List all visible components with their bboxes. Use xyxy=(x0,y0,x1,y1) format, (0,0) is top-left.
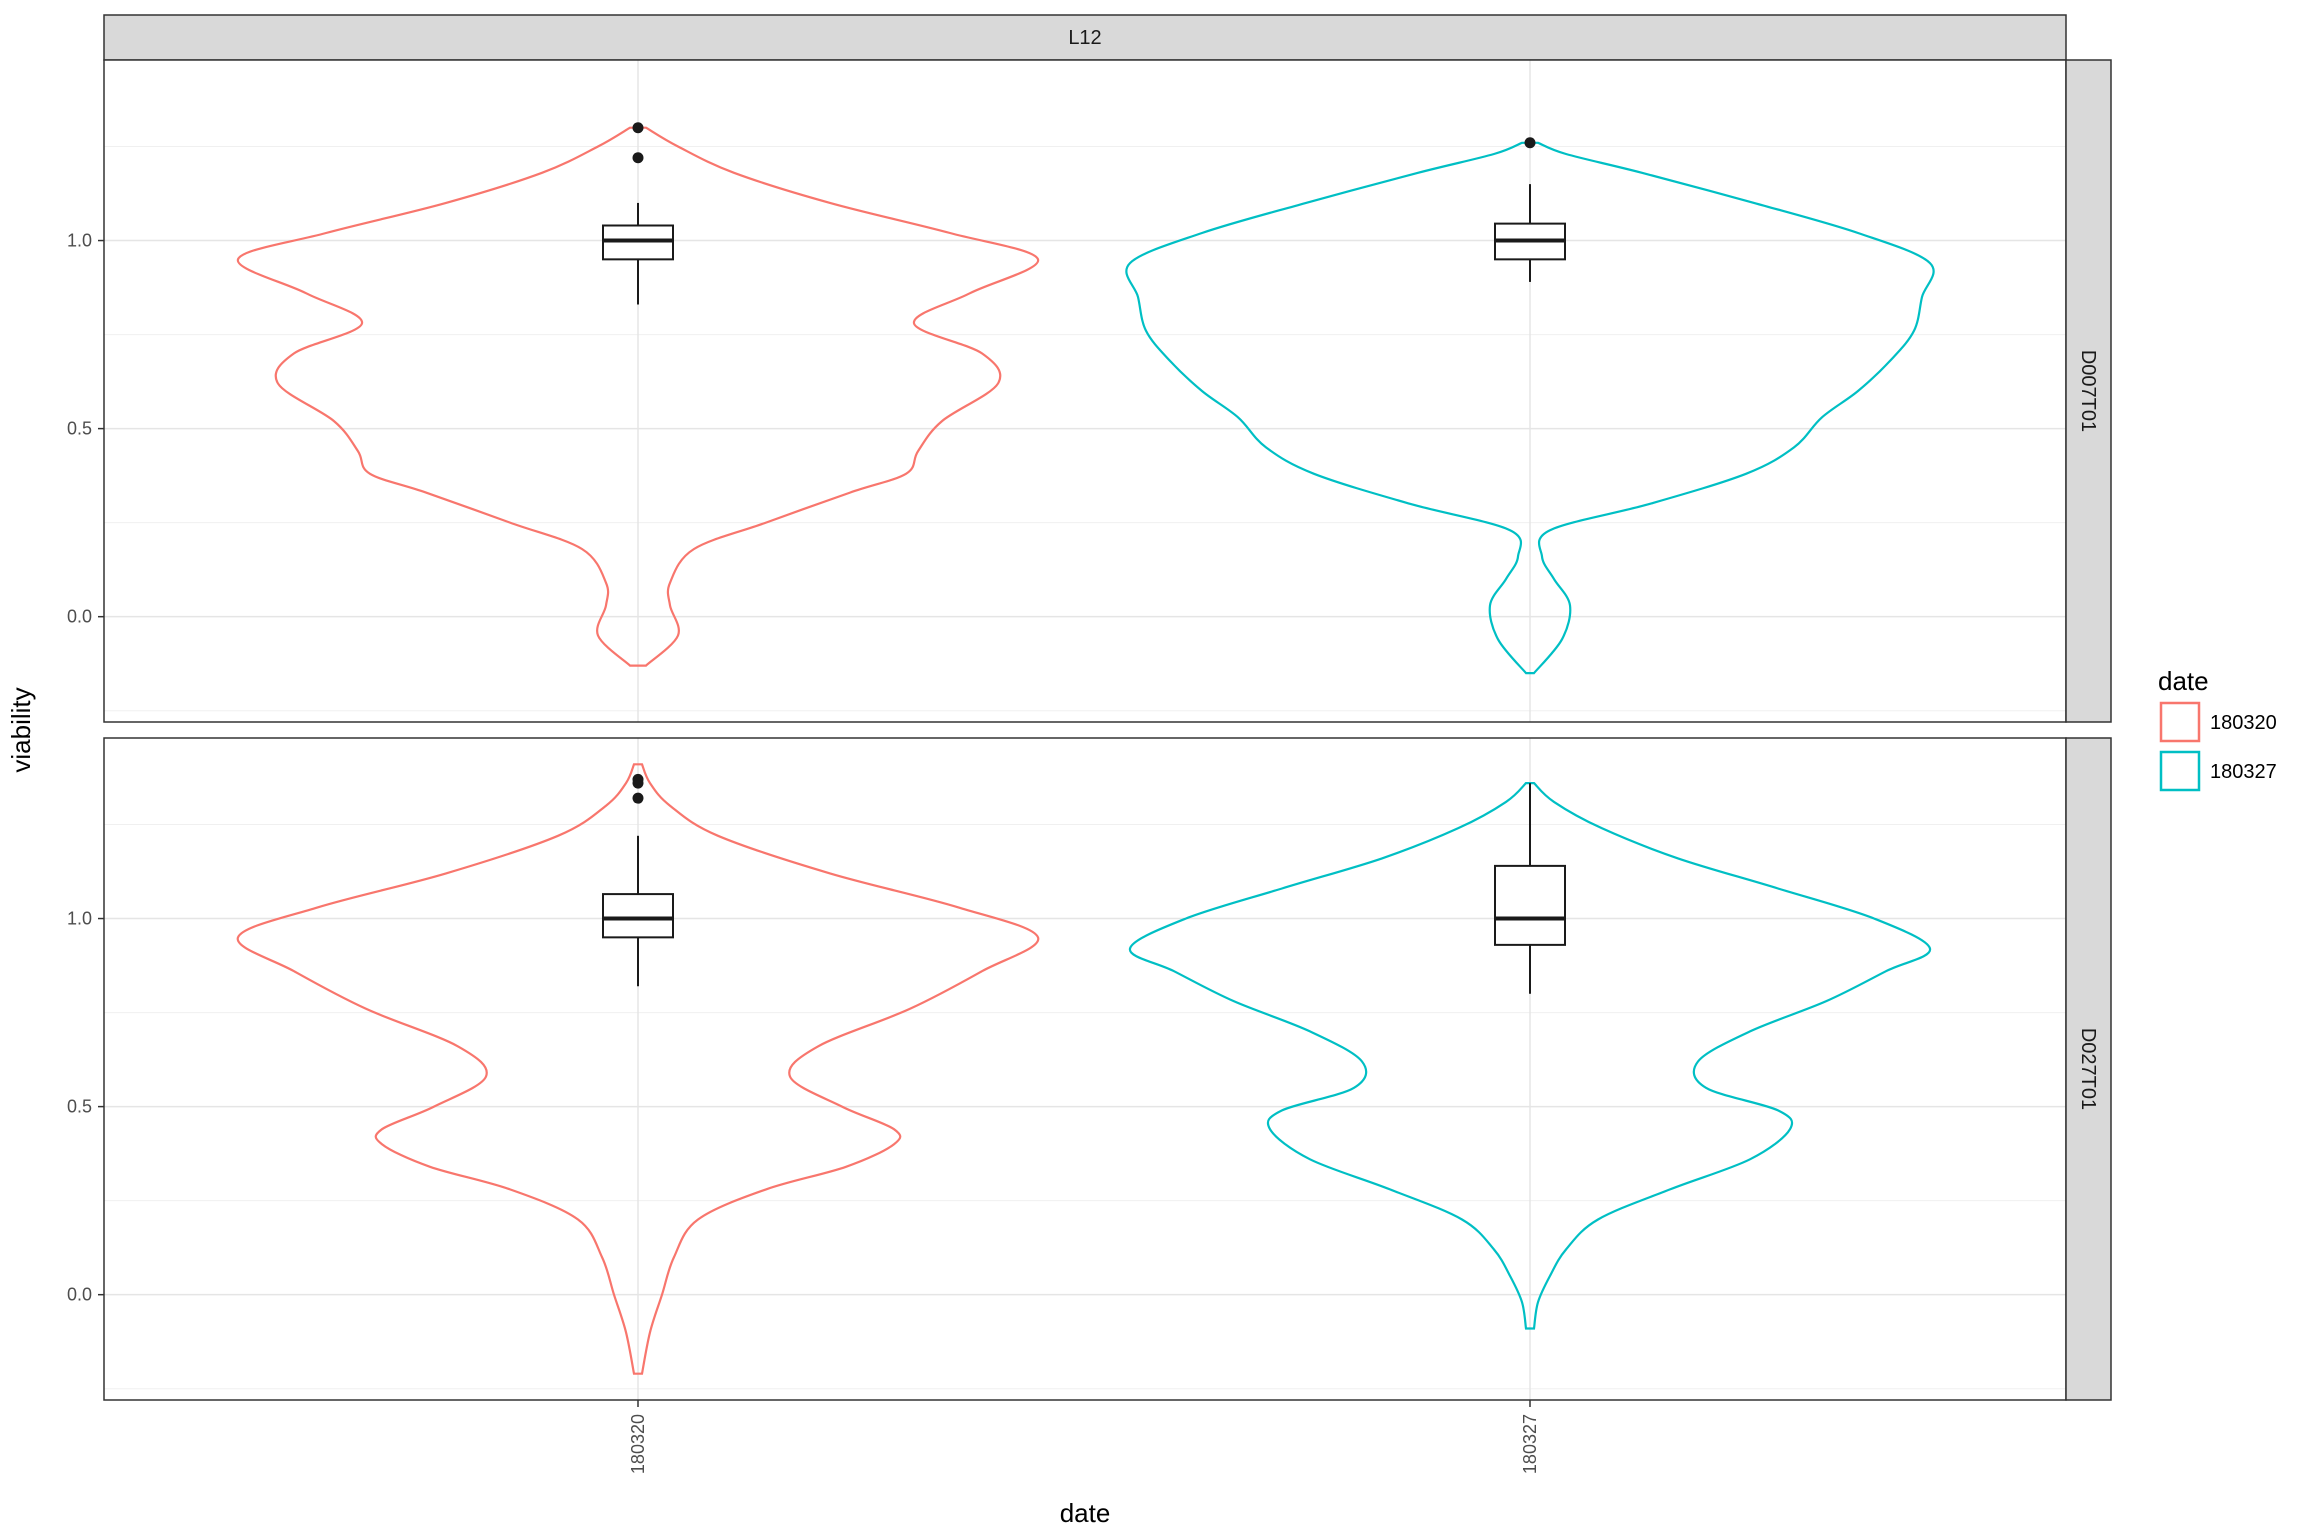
boxplot-box-180320 xyxy=(603,894,673,937)
x-tick-label: 180320 xyxy=(628,1414,648,1474)
panel-top: 0.0 0.5 1.0 xyxy=(67,60,2066,722)
panel-background xyxy=(104,738,2066,1400)
outlier-point-180327 xyxy=(1525,137,1536,148)
legend-key-180327 xyxy=(2161,752,2199,790)
boxplot-box-180327 xyxy=(1495,866,1565,945)
y-tick-label: 1.0 xyxy=(67,231,92,251)
facet-column-label: L12 xyxy=(1068,27,1101,49)
legend-title: date xyxy=(2158,666,2209,696)
y-tick-label: 0.5 xyxy=(67,419,92,439)
legend-label-180320: 180320 xyxy=(2210,712,2277,734)
y-tick-label: 1.0 xyxy=(67,909,92,929)
outlier-point-180320 xyxy=(633,793,644,804)
facet-row-label-bottom: D027T01 xyxy=(2077,1028,2099,1110)
y-tick-label: 0.5 xyxy=(67,1097,92,1117)
panel-background xyxy=(104,60,2066,722)
panel-bottom: 0.0 0.5 1.0 xyxy=(67,738,2066,1400)
y-axis-title: viability xyxy=(6,687,36,772)
outlier-point-180320 xyxy=(633,152,644,163)
outlier-point-180320 xyxy=(633,122,644,133)
x-tick-label: 180327 xyxy=(1520,1414,1540,1474)
facet-row-label-top: D007T01 xyxy=(2077,350,2099,432)
legend-key-180320 xyxy=(2161,703,2199,741)
outlier-point-180320 xyxy=(633,774,644,785)
x-axis-title: date xyxy=(1060,1498,1111,1528)
legend-label-180327: 180327 xyxy=(2210,761,2277,783)
y-tick-label: 0.0 xyxy=(67,607,92,627)
y-tick-label: 0.0 xyxy=(67,1285,92,1305)
